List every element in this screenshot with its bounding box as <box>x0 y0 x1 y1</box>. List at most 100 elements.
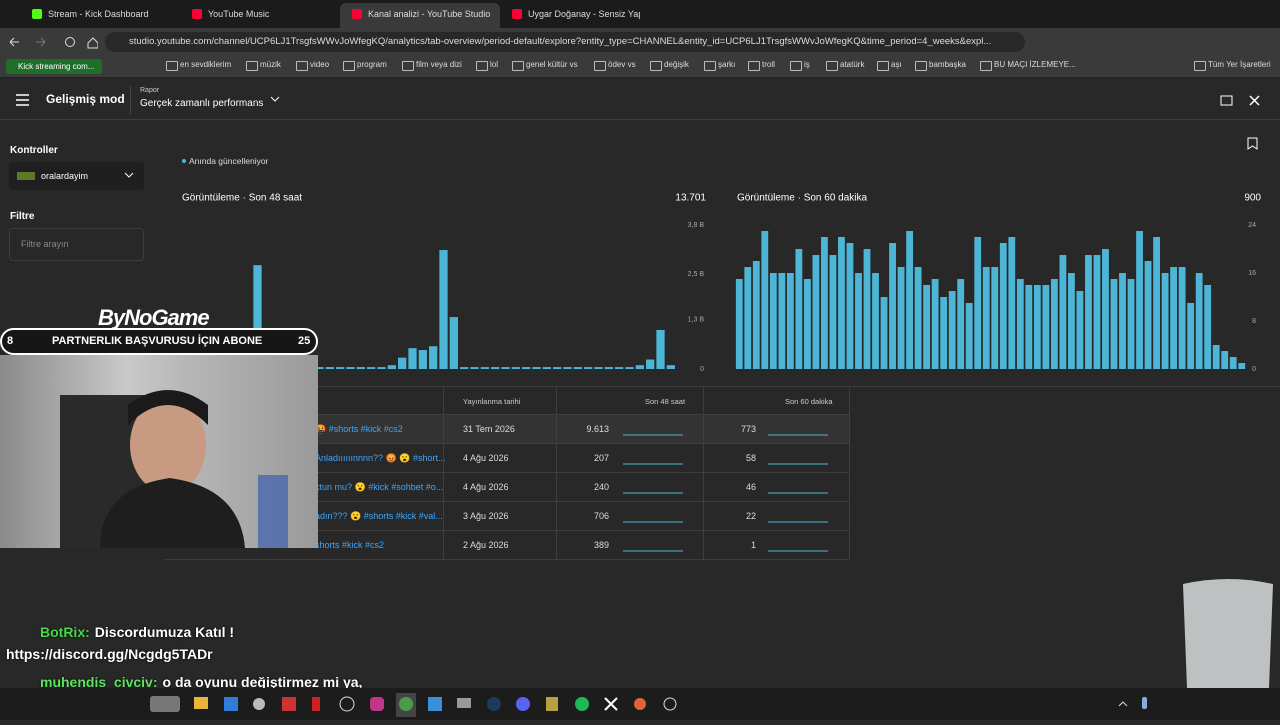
bar <box>346 367 355 369</box>
bar <box>1127 279 1135 369</box>
bar <box>1102 249 1109 369</box>
bookmark[interactable]: şarkı <box>704 60 735 71</box>
bar <box>948 291 956 369</box>
dropdown[interactable] <box>270 96 280 103</box>
chart-total: 13.701 <box>675 193 706 204</box>
webcam <box>0 355 318 548</box>
bar <box>872 273 879 369</box>
table-cell: 🤬 #shorts #kick #cs2 <box>315 424 403 434</box>
bookmark-folder[interactable]: Tüm Yer İşaretleri <box>1194 60 1271 71</box>
bar <box>778 273 786 369</box>
table-cell: Anladıııııınnnn?? 😡 😮 #short... <box>315 453 446 463</box>
bookmark[interactable]: iş <box>790 60 810 71</box>
bookmark[interactable]: film veya dizi <box>402 60 462 71</box>
table-cell: 22 <box>745 511 756 521</box>
bar <box>940 297 948 369</box>
bar <box>931 279 939 369</box>
chat-text: https://discord.gg/Ncgdg5TADr <box>6 646 213 662</box>
bookmark[interactable]: video <box>296 60 329 71</box>
bar <box>418 350 427 369</box>
chat-line: BotRix: Discordumuza Katıl ! <box>6 624 234 640</box>
bar <box>439 250 448 369</box>
bookmark[interactable]: lol <box>476 60 498 71</box>
bookmark[interactable]: aşı <box>877 60 902 71</box>
brand: ByNoGame <box>98 305 210 330</box>
bookmark[interactable]: bambaşka <box>915 60 966 71</box>
filter-input[interactable]: Filtre arayın <box>9 228 144 261</box>
bar <box>336 367 345 369</box>
live-text: Anında güncelleniyor <box>189 156 269 166</box>
bar <box>491 367 500 369</box>
bar <box>855 273 862 369</box>
tab[interactable]: Kanal analizi - YouTube Studio <box>340 3 500 28</box>
bar <box>1076 291 1084 369</box>
sparklines <box>623 550 828 552</box>
bar <box>656 329 665 369</box>
bookmark[interactable]: değişik <box>650 60 689 71</box>
chart-title: Görüntüleme · Son 60 dakika <box>737 193 868 204</box>
table-cell: 706 <box>593 511 609 521</box>
table-cell: 389 <box>593 540 609 550</box>
table-cell: 58 <box>745 453 756 463</box>
bar <box>846 243 854 369</box>
menu-icon[interactable] <box>16 94 30 106</box>
bookmark[interactable]: BU MAÇI İZLEMEYE... <box>980 60 1076 71</box>
bookmark-icon[interactable] <box>1247 137 1259 151</box>
y-tick-label: 1,3 B <box>688 317 705 324</box>
bookmark[interactable]: program <box>343 60 387 71</box>
table-cell: 46 <box>745 482 756 492</box>
bar <box>1110 279 1118 369</box>
bar <box>1085 255 1092 369</box>
report[interactable]: Gerçek zamanlı performans <box>140 98 264 109</box>
tab[interactable]: YouTube Music <box>180 3 340 28</box>
table-cell: 240 <box>593 482 609 492</box>
table-cell: 773 <box>740 424 756 434</box>
studio-header: Gelişmiş mod Rapor Gerçek zamanlı perfor… <box>0 80 1280 120</box>
bookmark[interactable]: Kick streaming com... <box>6 59 102 74</box>
bar <box>1238 363 1246 369</box>
bar <box>615 367 624 369</box>
bar <box>1170 267 1178 369</box>
bar <box>1153 237 1160 369</box>
bar <box>449 317 458 369</box>
report-label: Rapor <box>140 87 160 94</box>
tab-bar: Stream - Kick Dashboard YouTube Music Kana… <box>0 0 1280 28</box>
tab[interactable]: Stream - Kick Dashboard <box>20 3 180 28</box>
bookmark[interactable]: müzik <box>246 60 281 71</box>
tab[interactable]: Uygar Doğanay - Sensiz Yap <box>500 3 640 28</box>
bookmark[interactable]: genel kültür vs <box>512 60 578 71</box>
bookmark[interactable]: troll <box>748 60 775 71</box>
bar <box>1008 237 1016 369</box>
header-icons[interactable] <box>1220 94 1266 108</box>
bar <box>1042 285 1050 369</box>
chat-user: muhendis_civciv: <box>40 674 158 690</box>
bar <box>584 367 593 369</box>
bar <box>1119 273 1126 369</box>
table-row[interactable]: adın??? 😮 #shorts #kick #val... 3 Ağu 202… <box>165 502 850 531</box>
bookmark[interactable]: atatürk <box>826 60 864 71</box>
table-row[interactable]: Anladıııııınnnn?? 😡 😮 #short... 4 Ağu 202… <box>165 444 850 473</box>
table-cell: shorts #kick #cs2 <box>315 540 385 550</box>
table-cell: adın??? 😮 #shorts #kick #val... <box>315 511 443 521</box>
mode: Gelişmiş mod <box>46 92 125 106</box>
live-status: Anında güncelleniyor <box>182 156 268 166</box>
table-row[interactable]: ktun mu? 😮 #kick #sohbet #o... 4 Ağu 2026… <box>165 473 850 502</box>
nav-buttons[interactable] <box>8 35 98 49</box>
bookmark[interactable]: ödev vs <box>594 60 636 71</box>
bar <box>1161 273 1169 369</box>
table-row[interactable]: shorts #kick #cs2 2 Ağu 2026 389 1 <box>165 531 850 560</box>
url[interactable]: studio.youtube.com/channel/UCP6LJ1Trsgfs… <box>105 32 1025 52</box>
banner-left: 8 <box>7 335 14 347</box>
table-cell: 31 Tem 2026 <box>463 424 515 434</box>
bar <box>1136 231 1143 369</box>
bar <box>398 357 407 369</box>
bar <box>803 279 811 369</box>
bar <box>999 243 1007 369</box>
glass <box>1183 579 1273 688</box>
taskbar-icons[interactable] <box>0 688 1280 720</box>
bar <box>965 303 973 369</box>
chart-total: 900 <box>1244 193 1261 204</box>
bar <box>532 367 541 369</box>
bookmark[interactable]: en sevdiklerim <box>166 60 231 71</box>
